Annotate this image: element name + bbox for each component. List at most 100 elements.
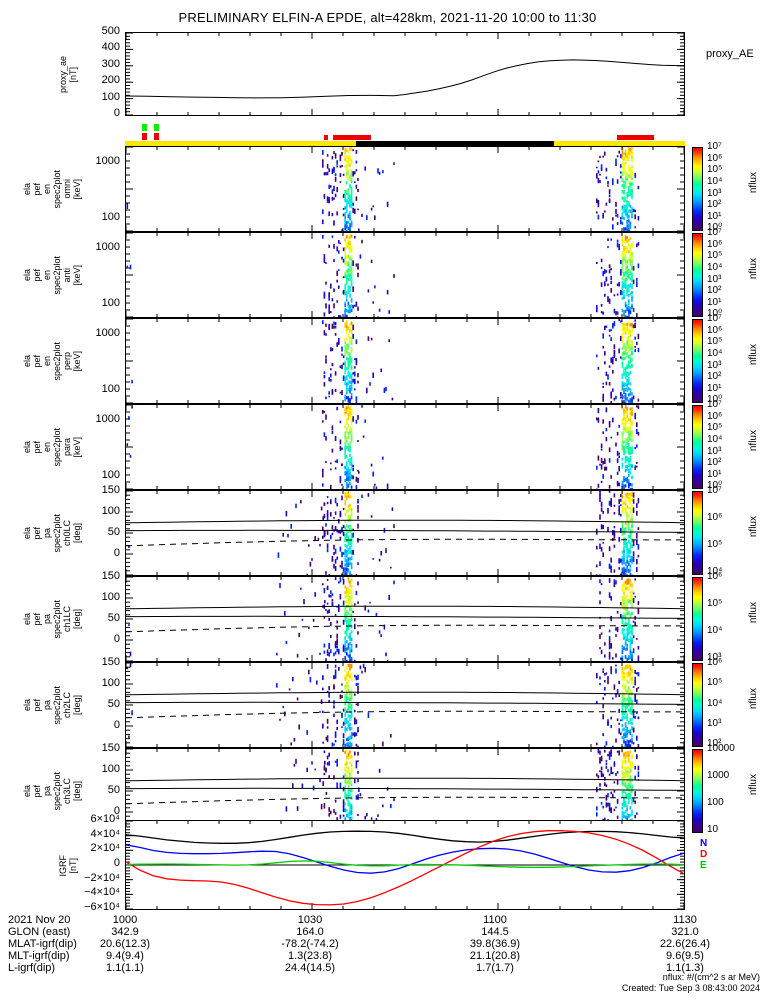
- omni-colorbar-tick: 10⁴: [707, 175, 723, 187]
- perp-colorbar-tick: 10⁴: [707, 347, 723, 359]
- para-colorbar: [692, 405, 703, 489]
- xaxis-value: 144.5: [481, 926, 509, 938]
- para-ytick: 1000: [95, 413, 120, 425]
- para-colorbar-tick: 10²: [707, 457, 722, 469]
- xaxis-row-label: GLON (east): [8, 926, 71, 938]
- para-colorbar-tick: 10³: [707, 445, 722, 457]
- ch2LC-colorbar-tick: 10⁶: [707, 657, 723, 668]
- anti-colorbar-tick: 10⁴: [707, 261, 723, 273]
- xaxis-value: 1130: [673, 914, 697, 926]
- ch0LC-colorbar-label: nflux: [748, 515, 759, 537]
- ch2LC-ytick: 50: [107, 698, 120, 710]
- anti-ytick: 100: [101, 297, 120, 309]
- anti-colorbar-label: nflux: [748, 257, 759, 279]
- proxy-ae-panel: [125, 32, 685, 116]
- xaxis-value: 1.1(1.3): [666, 962, 704, 974]
- ch3LC-colorbar: [692, 749, 703, 833]
- ch0LC-ytick: 0: [113, 547, 120, 559]
- status-segment-red: [333, 135, 372, 140]
- ch1LC-ytick: 150: [101, 570, 120, 582]
- omni-colorbar-tick: 10⁵: [707, 164, 723, 176]
- anti-colorbar-tick: 10⁵: [707, 250, 723, 262]
- credit-created: Created: Tue Sep 3 08:43:00 2024: [621, 983, 760, 993]
- ch2LC-ytick: 0: [113, 719, 120, 731]
- omni-colorbar-label: nflux: [748, 171, 759, 193]
- status-coverage-bar: [356, 141, 554, 147]
- ch2LC-ytick: 150: [101, 656, 120, 668]
- xaxis-value: 1100: [483, 914, 507, 926]
- ch1LC-colorbar: [692, 577, 703, 661]
- perp-ytick: 1000: [95, 327, 120, 339]
- status-mark-red: [141, 133, 147, 140]
- pitch-angle-panel-ch1LC: [125, 576, 685, 662]
- ch1LC-colorbar-label: nflux: [748, 601, 759, 623]
- xaxis-value: 1000: [112, 914, 138, 926]
- perp-ytick: 100: [101, 383, 120, 395]
- ch3LC-ytick: 100: [101, 763, 120, 775]
- status-mark-green: [154, 124, 160, 131]
- anti-colorbar-tick: 10⁰: [707, 308, 723, 320]
- ch0LC-colorbar-tick: 10⁷: [707, 485, 722, 496]
- perp-colorbar: [692, 319, 703, 403]
- ch2LC-colorbar-tick: 10²: [707, 738, 722, 750]
- ch3LC-colorbar-label: nflux: [748, 773, 759, 795]
- credit-nflux: nflux: #/(cm^2 s ar MeV): [662, 972, 760, 982]
- xaxis-value: 1.1(1.1): [106, 962, 144, 974]
- anti-colorbar-tick: 10¹: [707, 296, 722, 308]
- ch0LC-ytick: 50: [107, 526, 120, 538]
- ch1LC-colorbar-tick: 10⁴: [707, 625, 723, 637]
- pitch-angle-panel-ch0LC: [125, 490, 685, 576]
- ch0LC-colorbar-tick: 10⁵: [707, 539, 723, 551]
- ch1LC-colorbar-tick: 10⁵: [707, 598, 723, 610]
- ch3LC-colorbar-tick: 10000: [707, 743, 735, 754]
- energy-spectrogram-panel-perp: [125, 318, 685, 404]
- igrf-panel: [125, 820, 685, 910]
- xaxis-row-label: L-igrf(dip): [8, 962, 56, 974]
- perp-colorbar-tick: 10⁰: [707, 394, 723, 406]
- ch1LC-ytick: 0: [113, 633, 120, 645]
- omni-colorbar-tick: 10¹: [707, 210, 722, 222]
- xaxis-value: 21.1(20.8): [469, 950, 521, 962]
- status-bar-strip: [125, 124, 685, 147]
- status-coverage-bar: [125, 141, 357, 147]
- omni-colorbar-tick: 10²: [707, 199, 722, 211]
- igrf-legend-D: D: [700, 849, 708, 860]
- perp-colorbar-tick: 10²: [707, 371, 722, 383]
- proxy-ae-right-label: proxy_AE: [706, 48, 754, 60]
- ch1LC-ytick: 50: [107, 612, 120, 624]
- ch0LC-colorbar-tick: 10⁴: [707, 566, 723, 578]
- para-colorbar-tick: 10⁶: [707, 410, 723, 422]
- perp-colorbar-tick: 10⁷: [707, 313, 722, 324]
- anti-colorbar-tick: 10⁷: [707, 227, 722, 238]
- ch3LC-ytick: 150: [101, 742, 120, 754]
- xaxis-value: 321.0: [671, 926, 699, 938]
- xaxis-row-label: MLT-igrf(dip): [8, 950, 70, 962]
- perp-colorbar-tick: 10⁵: [707, 336, 723, 348]
- para-ytick: 100: [101, 469, 120, 481]
- perp-colorbar-tick: 10³: [707, 359, 722, 371]
- ch0LC-colorbar-tick: 10⁶: [707, 512, 723, 524]
- xaxis-value: 342.9: [111, 926, 139, 938]
- proxy-ae-ytick: 200: [101, 74, 120, 87]
- igrf-ytick: −4×10⁴: [84, 886, 120, 899]
- ch3LC-ytick: 50: [107, 784, 120, 796]
- ch2LC-colorbar-tick: 10⁵: [707, 677, 723, 689]
- xaxis-value: 9.6(9.5): [666, 950, 704, 962]
- ch2LC-colorbar-tick: 10³: [707, 718, 722, 730]
- ch3LC-colorbar-tick: 10: [707, 824, 719, 836]
- ch1LC-ytick: 100: [101, 591, 120, 603]
- omni-ytick: 1000: [95, 155, 120, 167]
- igrf-ytick: 2×10⁴: [90, 842, 120, 855]
- omni-colorbar-tick: 10⁶: [707, 152, 723, 164]
- omni-ytick: 100: [101, 211, 120, 223]
- proxy-ae-ytick: 0: [113, 107, 120, 119]
- xaxis-row-label: 2021 Nov 20: [8, 914, 71, 926]
- anti-colorbar-tick: 10³: [707, 273, 722, 285]
- ch2LC-colorbar: [692, 663, 703, 747]
- energy-spectrogram-panel-anti: [125, 232, 685, 318]
- anti-colorbar-tick: 10⁶: [707, 238, 723, 250]
- ch2LC-colorbar-tick: 10⁴: [707, 697, 723, 709]
- xaxis-row-label: MLAT-igrf(dip): [8, 938, 77, 950]
- proxy-ae-ytick: 400: [101, 41, 120, 54]
- xaxis-value: 39.8(36.9): [469, 938, 521, 950]
